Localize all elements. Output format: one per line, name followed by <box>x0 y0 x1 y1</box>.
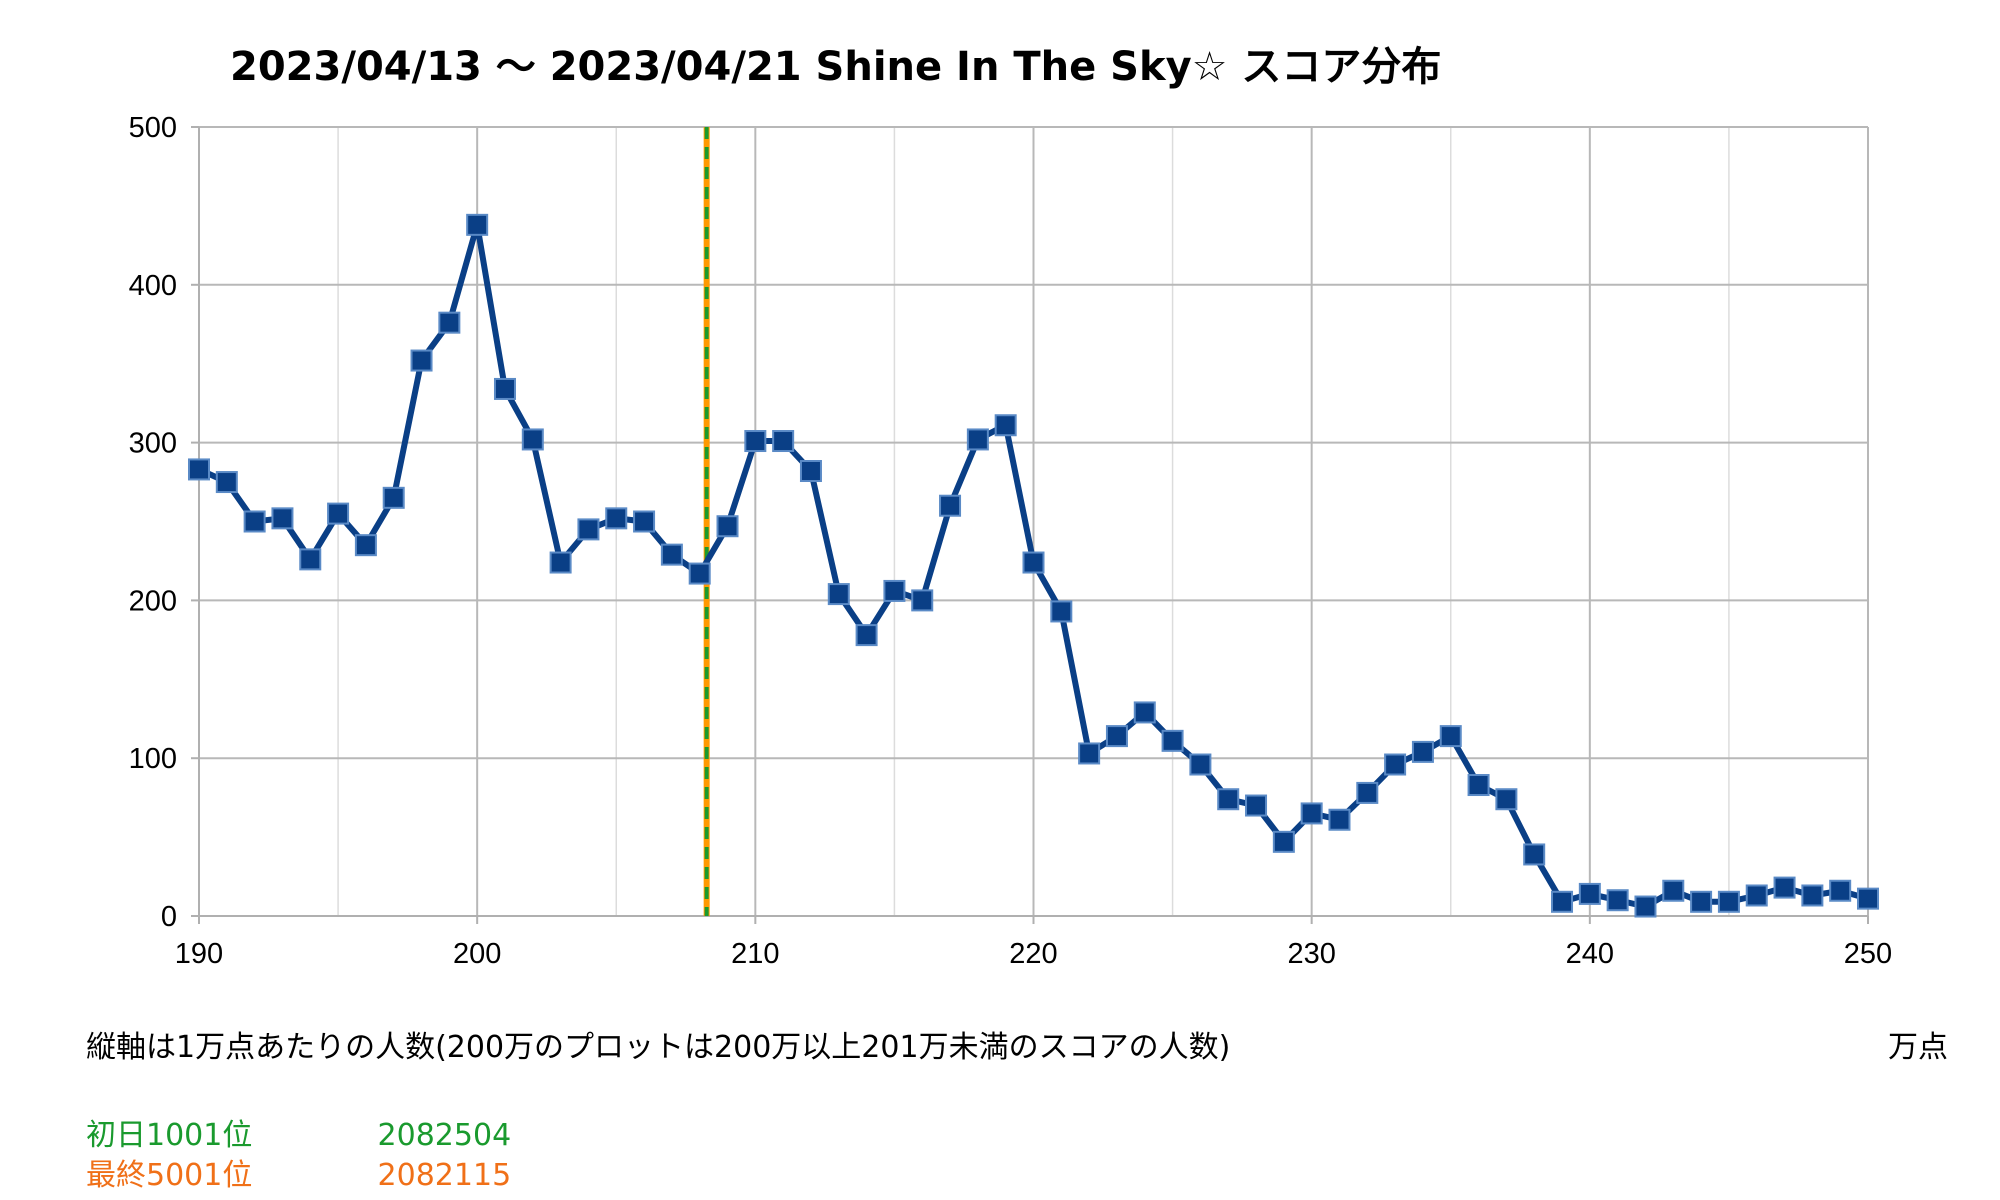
legend-entry-first-day: 初日1001位 2082504 <box>86 1110 511 1154</box>
data-point <box>1133 701 1156 724</box>
x-tick-label: 200 <box>453 938 501 970</box>
data-point <box>271 507 294 530</box>
data-point <box>1857 887 1879 910</box>
data-point <box>966 428 989 451</box>
data-point <box>466 213 489 236</box>
data-point <box>410 349 433 372</box>
data-point <box>1356 781 1379 804</box>
grid-lines <box>199 126 1869 916</box>
data-point <box>1634 895 1657 918</box>
x-tick-label: 190 <box>175 938 223 970</box>
x-tick-label: 240 <box>1566 938 1614 970</box>
data-point <box>716 515 739 538</box>
data-point <box>1189 753 1212 776</box>
legend-entry-final: 最終5001位 2082115 <box>86 1150 511 1194</box>
data-point <box>1745 884 1768 907</box>
tick-labels: 0 100 200 300 400 500 190 200 210 220 230 240 250 <box>129 112 1893 970</box>
data-point <box>883 579 906 602</box>
data-point <box>911 589 934 612</box>
data-point <box>1551 890 1574 913</box>
data-point <box>1523 843 1546 866</box>
data-point <box>1300 802 1323 825</box>
data-point <box>994 414 1017 437</box>
data-point <box>1022 551 1045 574</box>
axis-note: 縦軸は1万点あたりの人数(200万のプロットは200万以上201万未満のスコアの… <box>86 1030 1231 1065</box>
data-point <box>549 551 572 574</box>
data-point <box>772 430 795 453</box>
data-point <box>660 543 683 566</box>
legend-value: 2082115 <box>377 1158 512 1193</box>
data-point <box>688 562 711 585</box>
data-point <box>493 377 516 400</box>
data-point <box>1384 753 1407 776</box>
data-point <box>1439 725 1462 748</box>
data-point <box>299 548 322 571</box>
legend-label: 最終5001位 <box>86 1158 253 1193</box>
data-point <box>1467 774 1490 797</box>
data-point <box>1829 879 1852 902</box>
data-point <box>521 428 544 451</box>
data-point <box>188 458 210 481</box>
data-point <box>577 518 600 541</box>
data-point <box>1105 725 1128 748</box>
data-point <box>1495 788 1518 811</box>
y-tick-label: 0 <box>161 901 177 933</box>
x-axis-unit: 万点 <box>1888 1030 1948 1065</box>
data-point <box>827 583 850 606</box>
data-point <box>1050 600 1073 623</box>
data-point <box>1245 794 1268 817</box>
data-point <box>1690 890 1713 913</box>
data-point <box>354 534 377 557</box>
y-tick-label: 300 <box>129 428 177 460</box>
data-point <box>799 460 822 483</box>
legend-value: 2082504 <box>377 1118 512 1153</box>
data-series <box>188 213 1879 918</box>
data-point <box>1662 879 1685 902</box>
y-tick-label: 200 <box>129 585 177 617</box>
y-tick-label: 400 <box>129 270 177 302</box>
data-point <box>1078 742 1101 765</box>
data-point <box>1411 740 1434 763</box>
data-point <box>1578 882 1601 905</box>
data-point <box>243 510 266 533</box>
data-point <box>1272 830 1295 853</box>
data-point <box>382 486 405 509</box>
data-point <box>1161 729 1184 752</box>
data-point <box>327 502 350 525</box>
data-point <box>1606 889 1629 912</box>
data-point <box>1801 884 1824 907</box>
x-tick-label: 210 <box>731 938 779 970</box>
data-point <box>855 624 878 647</box>
data-point <box>1773 876 1796 899</box>
data-point <box>605 507 628 530</box>
axes <box>191 126 1869 924</box>
y-tick-label: 100 <box>129 743 177 775</box>
data-point <box>215 471 238 494</box>
data-point <box>1217 788 1240 811</box>
data-point <box>633 510 656 533</box>
y-tick-label: 500 <box>129 112 177 144</box>
chart-title: 2023/04/13 ～ 2023/04/21 Shine In The Sky… <box>230 44 1442 90</box>
data-point <box>744 430 767 453</box>
x-tick-label: 250 <box>1844 938 1892 970</box>
legend-label: 初日1001位 <box>86 1118 253 1153</box>
data-point <box>939 494 962 517</box>
data-point <box>438 311 461 334</box>
data-point <box>1717 890 1740 913</box>
x-tick-label: 230 <box>1287 938 1335 970</box>
x-tick-label: 220 <box>1009 938 1057 970</box>
data-point <box>1328 808 1351 831</box>
